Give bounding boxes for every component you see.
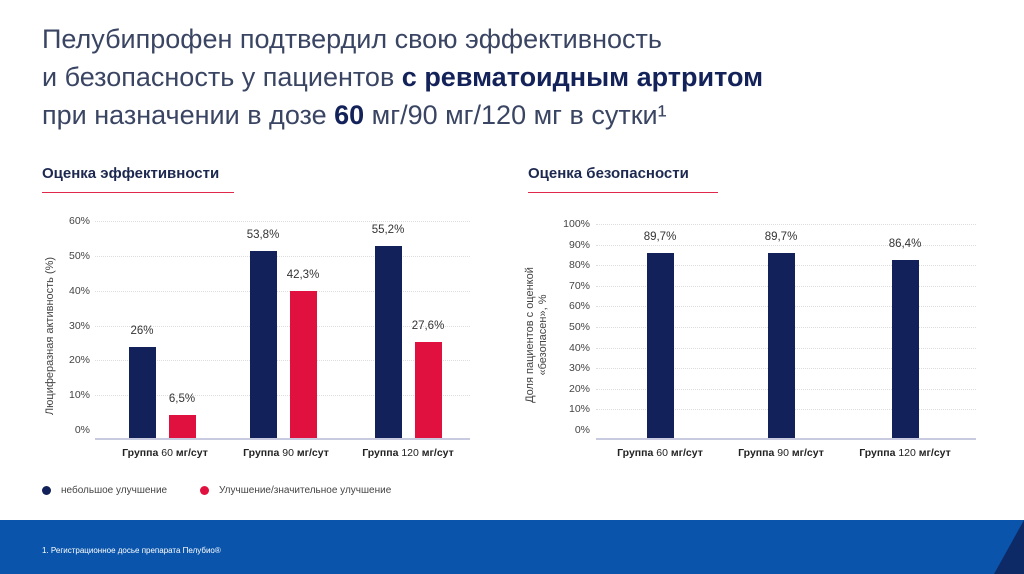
y-tick-label: 50% [568, 321, 590, 333]
value-label: 26% [130, 325, 154, 338]
y-tick-label: 60% [568, 300, 590, 313]
y-tick-label: 20% [568, 382, 590, 395]
value-label: 27,6% [411, 319, 445, 332]
category-unit: мг/сут [296, 447, 329, 459]
y-tick-label: 60% [68, 215, 90, 227]
value-label: 89,7% [764, 231, 798, 244]
category-group: Группа [362, 447, 402, 459]
title-line-2: и безопасность у пациентов с ревматоидны… [42, 58, 763, 96]
value-label: 6,5% [168, 393, 196, 406]
gridline [596, 224, 976, 225]
legend-label: небольшое улучшение [61, 485, 168, 496]
bar [129, 347, 156, 438]
category-label: Группа 120 мг/сут [343, 447, 473, 459]
y-tick-label: 30% [68, 319, 90, 332]
bar [375, 245, 402, 438]
title-highlight: с ревматоидным артритом [401, 62, 764, 92]
gridline [95, 221, 470, 222]
legend-swatch [200, 486, 209, 495]
gridline [596, 244, 976, 246]
y-tick-label: 10% [568, 403, 590, 416]
category-label: Группа 60 мг/сут [595, 447, 725, 459]
category-dose: 60 [161, 447, 176, 459]
bar [169, 415, 196, 438]
y-label-line: Доля пациентов с оценкой [524, 267, 536, 403]
category-unit: мг/сут [918, 447, 951, 459]
legend-item: Улучшение/значительное улучшение [200, 485, 391, 496]
category-group: Группа [122, 447, 162, 459]
gridline [95, 255, 470, 257]
category-unit: мг/сут [670, 447, 703, 459]
y-tick-label: 10% [68, 389, 90, 402]
y-tick-label: 80% [568, 259, 590, 272]
y-tick-label: 20% [68, 354, 90, 367]
category-dose: 120 [898, 447, 919, 459]
legend-swatch [42, 486, 51, 495]
gridline [95, 325, 470, 327]
title-line-3: при назначении в дозе 60 мг/90 мг/120 мг… [42, 96, 763, 134]
slide-title: Пелубипрофен подтвердил свою эффективнос… [42, 20, 763, 134]
category-group: Группа [859, 447, 899, 459]
category-dose: 90 [777, 447, 792, 459]
category-label: Группа 90 мг/сут [716, 447, 846, 459]
y-tick-label: 70% [568, 279, 590, 292]
bar [647, 253, 674, 438]
category-dose: 90 [282, 447, 297, 459]
gridline [95, 395, 470, 397]
footer: 1. Регистрационное досье препарата Пелуб… [0, 520, 1024, 574]
category-unit: мг/сут [791, 447, 824, 459]
category-label: Группа 120 мг/сут [840, 447, 970, 459]
value-label: 89,7% [643, 231, 677, 244]
category-dose: 120 [401, 447, 422, 459]
value-label: 53,8% [246, 228, 280, 241]
title-text: мг/90 мг/120 мг в сутки¹ [364, 100, 667, 130]
value-label: 42,3% [286, 268, 320, 281]
category-dose: 60 [656, 447, 671, 459]
efficacy-heading: Оценка эффективности [42, 165, 234, 193]
category-unit: мг/сут [175, 447, 208, 459]
category-group: Группа [243, 447, 283, 459]
category-label: Группа 90 мг/сут [221, 447, 351, 459]
bar [768, 253, 795, 438]
gridline [95, 290, 470, 292]
y-tick-label: 40% [568, 341, 590, 354]
legend-label: Улучшение/значительное улучшение [219, 485, 392, 496]
footnote: 1. Регистрационное досье препарата Пелуб… [42, 546, 221, 555]
y-tick-label: 30% [568, 362, 590, 375]
bar [250, 250, 277, 438]
y-tick-label: 90% [568, 238, 590, 251]
legend-item: небольшое улучшение [42, 485, 167, 496]
title-text: при назначении в дозе [42, 100, 335, 130]
y-tick-label: 50% [68, 249, 90, 262]
corner-decoration [994, 520, 1024, 574]
bar [892, 260, 919, 438]
baseline [95, 438, 470, 440]
y-tick-label: 100% [563, 218, 590, 230]
safety-y-axis-label: Доля пациентов с оценкой «безопасен», % [524, 255, 550, 415]
bar [290, 290, 317, 438]
y-tick-label: 0% [74, 424, 90, 436]
category-unit: мг/сут [421, 447, 454, 459]
gridline [95, 360, 470, 362]
y-tick-label: 0% [574, 424, 590, 436]
title-dose: 60 [334, 100, 365, 130]
y-label-line: «безопасен», % [537, 294, 549, 376]
bar [415, 341, 442, 438]
safety-heading: Оценка безопасности [528, 165, 718, 193]
category-label: Группа 60 мг/сут [100, 447, 230, 459]
category-group: Группа [738, 447, 778, 459]
efficacy-y-axis-label: Люциферазная активность (%) [44, 256, 56, 416]
value-label: 55,2% [371, 223, 405, 236]
y-tick-label: 40% [68, 284, 90, 297]
title-text: и безопасность у пациентов [42, 62, 402, 92]
value-label: 86,4% [888, 238, 922, 251]
title-line-1: Пелубипрофен подтвердил свою эффективнос… [42, 24, 662, 54]
baseline [596, 438, 976, 440]
category-group: Группа [617, 447, 657, 459]
